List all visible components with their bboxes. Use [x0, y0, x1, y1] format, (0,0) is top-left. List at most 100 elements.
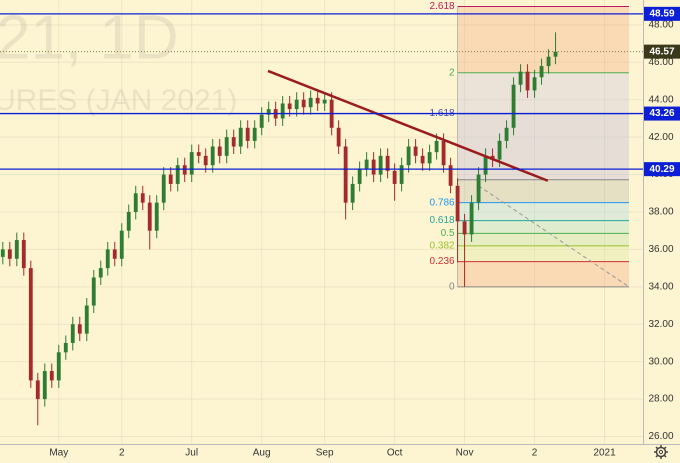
candle-body [504, 127, 509, 141]
candle-body [140, 193, 145, 203]
candle-body [112, 249, 117, 259]
candle-body [448, 165, 453, 186]
candle-body [126, 211, 131, 231]
candle-body [441, 140, 446, 166]
candle-body [63, 342, 68, 353]
candle-body [49, 371, 54, 381]
candle-body [91, 277, 96, 306]
candle-body [224, 137, 229, 156]
fib-band [457, 113, 630, 180]
candle-body [455, 185, 460, 222]
y-tick-label: 44.00 [648, 94, 673, 105]
candle-body [546, 56, 551, 67]
candle-body [161, 174, 166, 203]
level-tag [644, 106, 680, 121]
fib-label: 2.618 [430, 1, 455, 12]
fib-band [457, 202, 630, 221]
candle-body [105, 249, 110, 269]
candle-body [70, 324, 75, 343]
candle-body [182, 165, 187, 175]
candle-body [322, 99, 327, 104]
fib-label: 0.5 [441, 228, 455, 239]
candle-body [378, 155, 383, 175]
fib-band [457, 233, 630, 246]
fib-label: 0 [449, 281, 455, 292]
candle-body [0, 249, 5, 257]
candle-body [308, 97, 313, 108]
candle-body [420, 155, 425, 164]
candle-body [133, 193, 138, 212]
x-tick-label: Aug [253, 448, 271, 459]
candle-body [56, 352, 61, 381]
candle-body [280, 103, 285, 119]
level-label: 40.29 [649, 164, 674, 175]
candle-body [371, 159, 376, 175]
candle-body [343, 146, 348, 203]
candle-body [231, 137, 236, 147]
candle-body [336, 127, 341, 147]
y-tick-label: 28.00 [648, 394, 673, 405]
candle-body [147, 202, 152, 231]
fib-band [457, 261, 630, 287]
x-tick-label: 2 [532, 448, 538, 459]
x-tick-label: Oct [387, 448, 403, 459]
candle-body [350, 183, 355, 203]
level-label: 43.26 [649, 108, 674, 119]
candle-body [357, 168, 362, 184]
candle-body [392, 170, 397, 184]
y-tick-label: 46.00 [648, 57, 673, 68]
x-tick-label: Sep [316, 448, 334, 459]
candle-body [84, 305, 89, 334]
candle-body [7, 249, 12, 259]
watermark: 21, 1D [0, 3, 179, 72]
candle-body [210, 146, 215, 166]
candle-body [294, 99, 299, 110]
candle-body [119, 230, 124, 259]
candle-body [42, 371, 47, 400]
candle-body [175, 165, 180, 184]
fib-label: 2 [449, 67, 455, 78]
candle-body [154, 202, 159, 231]
candle-body [476, 174, 481, 203]
candle-body [238, 127, 243, 147]
candle-body [14, 240, 19, 259]
candle-body [217, 146, 222, 156]
candle-body [203, 155, 208, 166]
candle-body [189, 152, 194, 175]
candle-body [532, 77, 537, 91]
candle-body [434, 140, 439, 153]
fib-band [457, 245, 630, 262]
x-tick-label: 2021 [593, 448, 616, 459]
fib-label: 0.236 [430, 256, 455, 267]
candle-body [553, 51, 558, 57]
last-price-tag [644, 44, 680, 59]
fib-label: 0.618 [430, 215, 455, 226]
candle-body [259, 114, 264, 128]
candle-body [385, 155, 390, 171]
y-tick-label: 36.00 [648, 244, 673, 255]
settings-icon[interactable] [654, 445, 668, 459]
trend-line [267, 69, 549, 182]
candle-body [364, 159, 369, 169]
level-tag [644, 162, 680, 177]
candle-body [497, 140, 502, 160]
y-tick-label: 48.00 [648, 20, 673, 31]
level-label: 48.59 [649, 8, 674, 19]
x-tick-label: Nov [456, 448, 474, 459]
fib-label: 0.786 [430, 197, 455, 208]
fib-label: 0.382 [430, 240, 455, 251]
candle-body [511, 84, 516, 128]
candle-body [35, 380, 40, 400]
y-tick-label: 34.00 [648, 281, 673, 292]
candle-body [196, 152, 201, 156]
candle-body [518, 71, 523, 85]
y-tick-label: 38.00 [648, 207, 673, 218]
y-tick-label: 26.00 [648, 431, 673, 442]
candle-body [252, 127, 257, 141]
candle-body [266, 109, 271, 115]
candle-body [469, 202, 474, 235]
candle-body [525, 71, 530, 91]
